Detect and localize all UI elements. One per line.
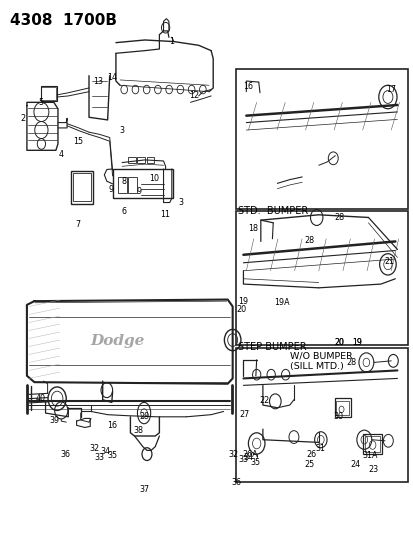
Text: 1: 1 <box>169 37 174 46</box>
Text: 15: 15 <box>73 138 83 146</box>
Bar <box>335 401 349 415</box>
Text: 19: 19 <box>238 297 248 305</box>
Text: 10: 10 <box>149 174 159 183</box>
Bar <box>363 434 381 454</box>
Text: 32: 32 <box>228 450 238 458</box>
Text: 33: 33 <box>94 453 104 462</box>
Text: 18: 18 <box>248 224 258 232</box>
Text: 6: 6 <box>121 207 126 215</box>
Text: 14: 14 <box>107 73 116 82</box>
Text: Dodge: Dodge <box>90 334 145 348</box>
Text: 7: 7 <box>75 221 80 229</box>
Bar <box>40 86 57 101</box>
Text: 34: 34 <box>243 453 253 462</box>
Text: 20: 20 <box>334 338 344 347</box>
Bar <box>235 69 407 209</box>
Text: 21: 21 <box>383 257 393 265</box>
Text: 22: 22 <box>259 397 269 405</box>
Bar <box>41 87 56 100</box>
Text: 17: 17 <box>385 85 395 94</box>
Text: 26: 26 <box>306 450 316 458</box>
Text: STEP BUMPER: STEP BUMPER <box>237 342 306 352</box>
Text: 26A: 26A <box>242 450 258 458</box>
Text: 37: 37 <box>139 485 149 494</box>
Text: 12: 12 <box>188 92 198 100</box>
Bar <box>112 169 172 198</box>
Bar <box>364 436 380 452</box>
Text: 31A: 31A <box>362 451 377 460</box>
Text: 9: 9 <box>108 185 113 193</box>
Text: STD.  BUMPER: STD. BUMPER <box>237 206 308 216</box>
Bar <box>73 173 91 201</box>
Text: 19: 19 <box>351 338 361 347</box>
Text: 36: 36 <box>60 450 70 458</box>
Text: 5: 5 <box>38 98 43 107</box>
Text: 40: 40 <box>36 394 45 403</box>
Text: 19A: 19A <box>273 298 289 307</box>
Text: 33: 33 <box>238 455 248 464</box>
Text: 9: 9 <box>136 187 141 196</box>
Text: 28: 28 <box>345 358 355 367</box>
Text: 32: 32 <box>89 445 99 453</box>
Text: 2: 2 <box>20 114 25 123</box>
Text: 34: 34 <box>100 448 110 456</box>
Text: 16: 16 <box>107 421 116 430</box>
Text: 3: 3 <box>178 198 183 207</box>
Text: 31: 31 <box>315 445 325 453</box>
Text: 16: 16 <box>243 82 253 91</box>
Text: 20: 20 <box>334 338 344 347</box>
Text: 8: 8 <box>121 177 126 185</box>
Text: 38: 38 <box>133 426 143 435</box>
Text: 13: 13 <box>93 77 103 85</box>
Bar <box>71 171 93 204</box>
Text: 28: 28 <box>304 237 314 245</box>
Text: 35: 35 <box>250 458 260 467</box>
Bar <box>235 211 407 345</box>
Text: 4308  1700B: 4308 1700B <box>10 13 117 28</box>
Text: 24: 24 <box>349 461 359 469</box>
Bar <box>147 157 154 163</box>
Text: 19: 19 <box>351 338 361 347</box>
Text: 29: 29 <box>139 413 149 421</box>
Bar <box>235 348 407 482</box>
Text: 25: 25 <box>304 461 314 469</box>
Text: 35: 35 <box>107 451 117 460</box>
Text: 28: 28 <box>334 213 344 222</box>
Text: W/O BUMPER
(SILL MTD.): W/O BUMPER (SILL MTD.) <box>289 352 352 371</box>
Bar <box>137 157 145 163</box>
Text: 23: 23 <box>368 465 377 473</box>
Text: 39: 39 <box>50 416 59 424</box>
Text: 20: 20 <box>235 305 245 313</box>
Bar <box>118 177 127 193</box>
Bar <box>128 157 135 163</box>
Text: 36: 36 <box>230 478 240 487</box>
Text: 4: 4 <box>59 150 64 159</box>
Bar <box>128 177 137 193</box>
Text: 11: 11 <box>159 210 169 219</box>
Text: 3: 3 <box>119 126 124 134</box>
Bar <box>334 398 350 417</box>
Text: 27: 27 <box>239 410 249 419</box>
Text: 30: 30 <box>333 413 343 421</box>
